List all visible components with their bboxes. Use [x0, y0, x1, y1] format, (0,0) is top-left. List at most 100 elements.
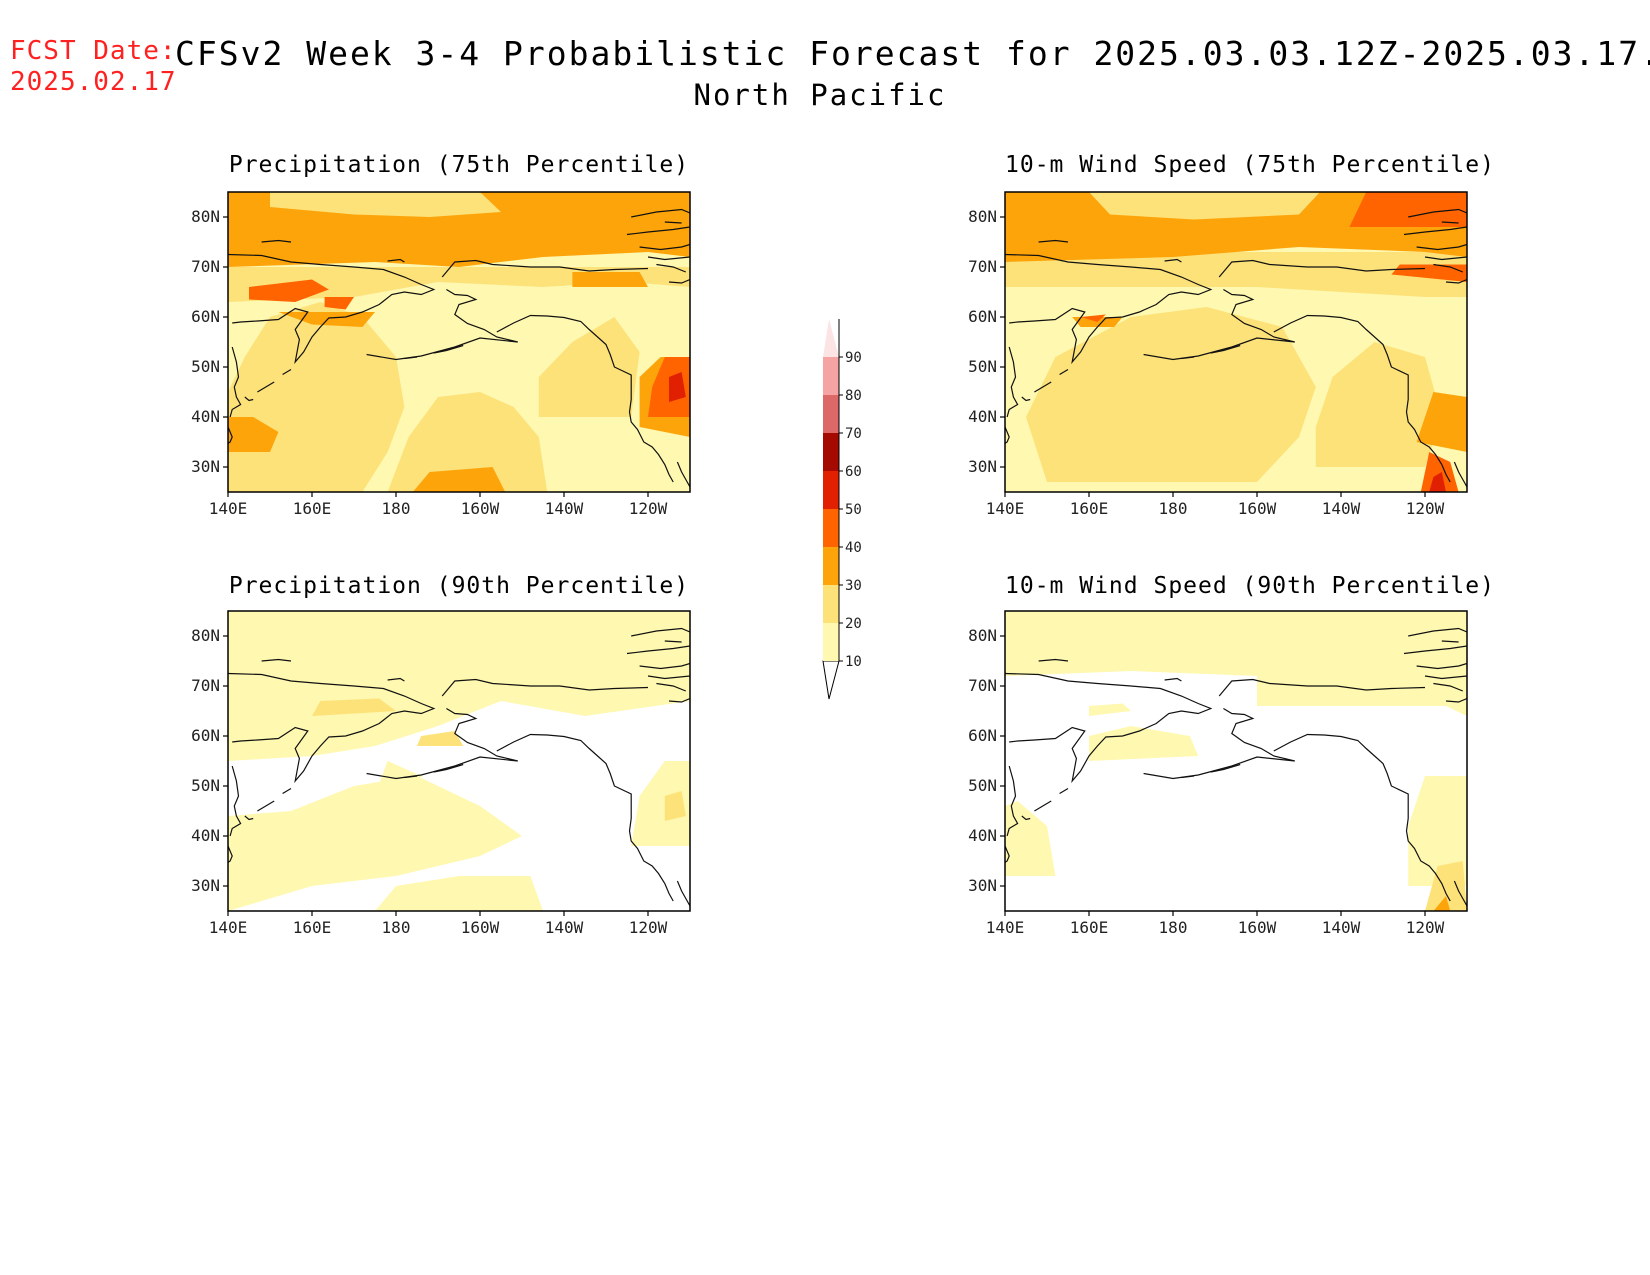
colorbar-label: 90: [845, 350, 862, 366]
coastline: [496, 314, 674, 483]
coastline: [1416, 662, 1467, 670]
contour-region: [538, 317, 640, 417]
coastline: [1273, 314, 1451, 483]
contour-region: [572, 272, 648, 287]
map-frame: [1004, 610, 1468, 912]
coastline: [404, 356, 418, 360]
lat-label: 30N: [968, 876, 997, 895]
lon-label: 140W: [545, 918, 584, 937]
coastline: [1403, 645, 1467, 655]
coastline: [282, 787, 292, 795]
coastline: [366, 707, 518, 780]
lat-label: 30N: [968, 457, 997, 476]
contour-region: [270, 192, 501, 217]
coastline: [1005, 253, 1213, 365]
lat-label: 80N: [191, 626, 220, 645]
lon-label: 180: [1159, 499, 1188, 518]
coastline: [1006, 346, 1019, 418]
coastline: [1021, 396, 1031, 402]
lat-label: 80N: [968, 207, 997, 226]
coastline: [496, 733, 674, 902]
coastline: [1433, 682, 1464, 692]
shaded-field: [228, 611, 690, 911]
lon-label: 160W: [461, 918, 500, 937]
coastline: [639, 243, 690, 251]
lon-label: 160W: [461, 499, 500, 518]
coastline: [1181, 775, 1195, 779]
coastline: [664, 640, 682, 643]
lat-label: 40N: [191, 407, 220, 426]
colorbar-label: 80: [845, 388, 862, 404]
coastline: [668, 697, 690, 703]
lon-label: 160W: [1238, 499, 1277, 518]
coastline: [631, 208, 690, 218]
coastline: [1441, 640, 1459, 643]
lat-label: 60N: [968, 726, 997, 745]
coastline: [1059, 787, 1069, 795]
coastline: [676, 461, 690, 488]
colorbar-label: 10: [845, 654, 862, 670]
contour-region: [1072, 317, 1123, 327]
coastline: [1164, 258, 1182, 263]
coastline: [404, 775, 418, 779]
coastline: [1424, 256, 1467, 261]
panel-title-precip-90: Precipitation (90th Percentile): [228, 573, 690, 599]
region-subtitle: North Pacific: [693, 78, 947, 112]
lon-label: 140E: [986, 499, 1025, 518]
coastline: [1005, 672, 1213, 784]
map-frame: [1004, 191, 1468, 493]
contour-region: [1089, 726, 1199, 761]
coastline: [676, 880, 690, 907]
lon-label: 140W: [1322, 918, 1361, 937]
lon-label: 140W: [1322, 499, 1361, 518]
colorbar-label: 70: [845, 426, 862, 442]
coastline: [1408, 627, 1467, 637]
contour-region: [1089, 703, 1131, 716]
contour-region: [387, 392, 548, 492]
coastline: [387, 258, 405, 263]
contour-region: [1080, 314, 1106, 322]
coastline: [1453, 880, 1467, 907]
lon-label: 140W: [545, 499, 584, 518]
coastline: [244, 396, 254, 402]
coastline: [228, 253, 436, 365]
contour-region: [249, 279, 329, 302]
contour-region: [631, 761, 690, 846]
coastline: [261, 239, 292, 243]
colorbar: 10 20 30 40 50 60 70 80 90: [822, 319, 862, 700]
lon-label: 160E: [1070, 499, 1109, 518]
contour-region: [1408, 776, 1467, 886]
panel-title-wind-90: 10-m Wind Speed (90th Percentile): [1005, 573, 1495, 599]
contour-region: [1315, 342, 1442, 467]
lon-label: 160E: [293, 499, 332, 518]
colorbar-label: 20: [845, 616, 862, 632]
coastline: [1006, 765, 1019, 837]
lat-label: 40N: [191, 826, 220, 845]
colorbar-segment: [823, 547, 839, 585]
coastline: [664, 221, 682, 224]
lat-label: 70N: [968, 676, 997, 695]
lon-label: 180: [1159, 918, 1188, 937]
contour-region: [1005, 252, 1467, 297]
lat-label: 50N: [191, 776, 220, 795]
coastline: [668, 278, 690, 284]
map-panel-precip-90: 30N 40N 50N 60N 70N 80N 140E 160E 180 160W 140W 120…: [191, 610, 691, 937]
lon-label: 160E: [1070, 918, 1109, 937]
shaded-field: [1005, 611, 1467, 911]
lat-label: 60N: [191, 307, 220, 326]
coastline: [1273, 733, 1451, 902]
coastline: [647, 675, 690, 680]
lon-label: 140E: [986, 918, 1025, 937]
coastline: [1441, 221, 1459, 224]
contour-region: [228, 776, 522, 911]
colorbar-segment: [823, 623, 839, 661]
colorbar-label: 40: [845, 540, 862, 556]
colorbar-high-extension: [823, 319, 839, 357]
lat-label: 70N: [191, 676, 220, 695]
coastline: [1164, 677, 1182, 682]
coastline: [1408, 208, 1467, 218]
coastline: [647, 256, 690, 261]
lat-label: 80N: [968, 626, 997, 645]
coastline: [631, 627, 690, 637]
lat-label: 50N: [191, 357, 220, 376]
